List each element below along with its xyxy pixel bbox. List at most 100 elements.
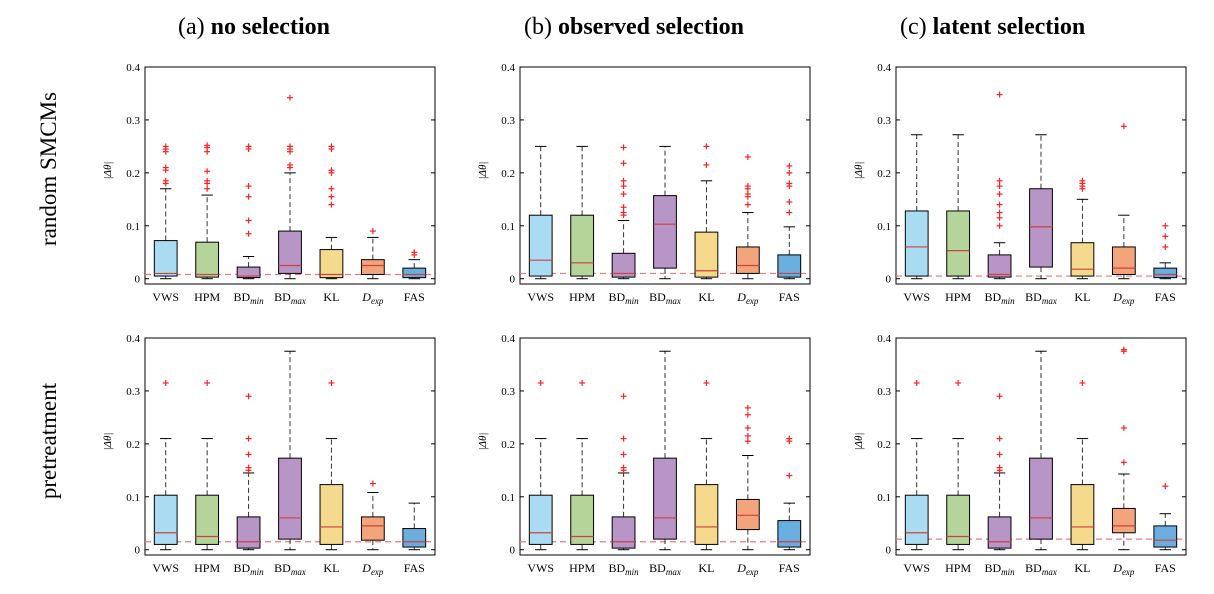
y-axis-label: |Δθ| [477,162,489,180]
outlier-point [744,153,751,160]
y-axis-label: |Δθ| [853,433,865,451]
outlier-point [620,183,627,190]
y-axis-label: |Δθ| [102,433,114,451]
box-KL [319,143,344,280]
box-KL [319,379,344,551]
outlier-point [369,228,376,235]
x-tick-label-FAS: FAS [1155,290,1176,304]
x-tick-label-Dexp: Dexp [736,290,759,306]
y-tick-label: 0.3 [877,386,891,398]
column-title-a: (a) no selection [178,14,330,41]
box-iqr [570,494,595,545]
box-VWS [904,379,929,551]
box-iqr [611,516,636,549]
outlier-point [1162,222,1169,229]
box-iqr [402,267,427,279]
y-tick-label: 0.4 [877,333,891,345]
outlier-point [245,230,252,237]
y-tick-label: 0.4 [877,62,891,74]
panel: 0 0.1 0.2 0.3 0.4 |Δθ| VWS HPM BDmin BDmax KL Dexp F… [477,62,811,306]
x-tick-label-Dexp: Dexp [1112,290,1135,306]
x-tick-label-KL: KL [698,561,714,575]
x-tick-label-VWS: VWS [152,290,179,304]
box-iqr [278,457,302,540]
outlier-point [620,144,627,151]
box-VWS [528,145,553,280]
outlier-point [204,168,211,175]
box-BDmin [611,393,636,551]
x-tick-label-BDmin: BDmin [233,290,264,306]
box-HPM [946,379,971,551]
axes-frame [144,337,436,556]
outlier-point [328,167,335,174]
x-tick-label-VWS: VWS [527,290,554,304]
outlier-point [996,464,1003,471]
outlier-point [744,438,751,445]
outlier-point [744,411,751,418]
y-axis-label: |Δθ| [477,433,489,451]
x-tick-label-KL: KL [323,290,339,304]
outlier-point [245,193,252,200]
box-BDmax [1029,350,1053,551]
axes-frame [895,66,1187,285]
x-tick-label-VWS: VWS [527,561,554,575]
x-tick-label-FAS: FAS [779,290,800,304]
box-BDmax [278,350,302,551]
box-HPM [946,134,971,280]
y-tick-label: 0 [135,274,141,286]
box-iqr [153,240,178,277]
axes-frame [144,66,436,285]
box-HPM [570,379,595,551]
box-iqr [694,231,719,278]
box-KL [1070,379,1095,551]
x-tick-label-FAS: FAS [1155,561,1176,575]
box-BDmin [987,91,1012,280]
box-FAS [1153,222,1178,280]
outlier-point [786,180,793,187]
x-tick-label-BDmax: BDmax [274,290,306,306]
column-title-c-prefix: (c) [900,14,933,40]
box-iqr [904,210,929,277]
x-tick-label-FAS: FAS [779,561,800,575]
outlier-point [786,435,793,442]
x-tick-label-HPM: HPM [569,561,595,575]
box-KL [694,379,719,551]
x-tick-label-VWS: VWS [903,561,930,575]
x-tick-label-HPM: HPM [194,290,220,304]
outlier-point [245,143,252,150]
x-tick-label-HPM: HPM [194,561,220,575]
outlier-point [996,201,1003,208]
box-KL [694,143,719,280]
box-HPM [570,145,595,280]
box-BDmax [278,94,302,280]
outlier-point [620,209,627,216]
x-tick-label-Dexp: Dexp [361,561,384,577]
outlier-point [1120,123,1127,130]
box-iqr [1111,507,1136,534]
outlier-point [913,379,920,386]
outlier-point [204,177,211,184]
outlier-point [579,379,586,386]
y-tick-label: 0 [510,545,516,557]
box-Dexp [360,480,385,551]
panel: 0 0.1 0.2 0.3 0.4 |Δθ| VWS HPM BDmin BDmax KL Dexp F… [853,333,1187,577]
box-BDmax [653,145,677,280]
x-tick-label-BDmax: BDmax [649,561,681,577]
outlier-point [996,209,1003,216]
y-tick-label: 0.1 [877,221,891,233]
y-tick-label: 0.4 [501,333,515,345]
x-tick-label-BDmin: BDmin [608,290,639,306]
x-tick-label-BDmax: BDmax [274,561,306,577]
y-tick-label: 0.1 [126,492,140,504]
box-iqr [987,254,1012,278]
outlier-point [204,379,211,386]
outlier-point [786,162,793,169]
outlier-point [204,142,211,149]
y-tick-label: 0 [886,545,892,557]
outlier-point [1079,177,1086,184]
y-tick-label: 0.1 [877,492,891,504]
panel: 0 0.1 0.2 0.3 0.4 |Δθ| VWS HPM BDmin BDmax KL Dexp F… [102,333,436,577]
outlier-point [744,183,751,190]
y-tick-label: 0.2 [126,439,140,451]
